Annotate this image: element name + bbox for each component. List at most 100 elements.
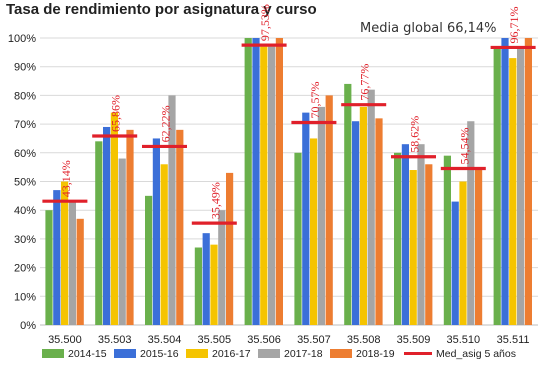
legend-swatch: [258, 349, 280, 358]
category-label: 35.507: [297, 334, 331, 346]
y-tick-label: 20%: [14, 263, 36, 275]
bar-2015-16-35.509: [401, 144, 409, 325]
bar-2015-16-35.510: [451, 201, 459, 325]
bar-2016-17-35.505: [210, 244, 218, 325]
bar-2015-16-35.508: [352, 121, 360, 325]
y-tick-label: 30%: [14, 234, 36, 246]
average-data-label: 97,53%: [258, 4, 272, 41]
average-data-label: 62,22%: [159, 105, 173, 142]
bar-2015-16-35.507: [302, 112, 310, 326]
bar-2016-17-35.508: [359, 106, 367, 325]
bar-2016-17-35.510: [459, 181, 467, 325]
average-data-label: 43,14%: [59, 160, 73, 197]
bar-2016-17-35.500: [61, 181, 69, 325]
bar-2018-19-35.508: [375, 118, 383, 325]
bar-2017-18-35.505: [218, 210, 226, 325]
bar-2014-15-35.511: [493, 46, 501, 326]
average-lines: [42, 43, 536, 225]
y-tick-label: 70%: [14, 119, 36, 131]
bar-2017-18-35.511: [517, 46, 525, 326]
bar-2015-16-35.504: [152, 138, 160, 325]
bar-2016-17-35.507: [310, 138, 318, 325]
y-tick-label: 50%: [14, 177, 36, 189]
bar-2014-15-35.503: [95, 141, 103, 325]
bar-2014-15-35.510: [443, 155, 451, 325]
bar-2017-18-35.509: [417, 144, 425, 325]
legend: 2014-15 2015-16 2016-17 2017-18 2018-19 Med_a…: [42, 348, 516, 360]
legend-entry-average: Med_asig 5 años: [436, 348, 516, 360]
average-data-label: 65,86%: [109, 95, 123, 132]
bars: [45, 38, 532, 326]
average-labels: 43,14% 65,86% 62,22% 35,49% 97,53% 70,57% 76,7…: [59, 4, 521, 219]
average-data-label: 96,71%: [507, 6, 521, 43]
category-label: 35.503: [98, 334, 132, 346]
y-tick-label: 100%: [8, 33, 36, 45]
y-tick-label: 0%: [20, 320, 36, 332]
bar-2014-15-35.509: [394, 152, 402, 325]
legend-entry: 2015-16: [140, 348, 179, 360]
bar-2014-15-35.500: [45, 210, 53, 325]
bar-2017-18-35.510: [467, 121, 475, 325]
bar-2017-18-35.503: [118, 158, 126, 325]
y-tick-label: 10%: [14, 291, 36, 303]
bar-2015-16-35.505: [202, 233, 210, 325]
bar-2014-15-35.504: [145, 195, 153, 325]
y-tick-label: 80%: [14, 90, 36, 102]
bar-2014-15-35.507: [294, 152, 302, 325]
bar-2017-18-35.506: [268, 46, 276, 326]
bar-2015-16-35.511: [501, 38, 509, 325]
legend-entry: 2018-19: [356, 348, 395, 360]
y-tick-label: 60%: [14, 148, 36, 160]
legend-swatch: [42, 349, 64, 358]
bar-2015-16-35.500: [53, 190, 61, 325]
bar-2018-19-35.500: [76, 218, 84, 325]
legend-swatch: [330, 349, 352, 358]
category-label: 35.511: [497, 334, 530, 346]
bar-2017-18-35.507: [317, 106, 325, 325]
bar-2016-17-35.504: [160, 164, 168, 325]
average-data-label: 76,77%: [358, 64, 372, 101]
bar-2017-18-35.500: [68, 201, 76, 325]
bar-2014-15-35.506: [244, 38, 252, 325]
bar-2015-16-35.503: [103, 126, 111, 325]
bar-2016-17-35.509: [409, 170, 417, 325]
legend-entry: 2017-18: [284, 348, 323, 360]
bar-2016-17-35.503: [110, 112, 118, 326]
category-label: 35.509: [397, 334, 431, 346]
category-label: 35.510: [446, 334, 480, 346]
bar-2015-16-35.506: [252, 38, 260, 325]
category-label: 35.505: [197, 334, 231, 346]
bar-2018-19-35.504: [176, 129, 184, 325]
category-label: 35.500: [48, 334, 82, 346]
bar-2016-17-35.511: [509, 58, 517, 326]
legend-entry: 2014-15: [68, 348, 107, 360]
category-label: 35.508: [347, 334, 381, 346]
bar-2018-19-35.505: [226, 172, 234, 325]
average-data-label: 70,57%: [308, 81, 322, 118]
bar-2018-19-35.509: [425, 164, 433, 325]
category-label: 35.504: [148, 334, 182, 346]
y-axis-ticks: 0% 10% 20% 30% 40% 50% 60% 70% 80% 90% 100%: [8, 33, 36, 332]
bar-2018-19-35.511: [524, 38, 532, 325]
bar-2018-19-35.510: [475, 170, 483, 325]
bar-2014-15-35.508: [344, 83, 352, 325]
y-tick-label: 90%: [14, 62, 36, 74]
y-tick-label: 40%: [14, 205, 36, 217]
bar-2016-17-35.506: [260, 46, 268, 326]
chart-title: Tasa de rendimiento por asignatura y cur…: [6, 1, 317, 18]
bar-2014-15-35.505: [194, 247, 202, 325]
average-data-label: 35,49%: [208, 182, 222, 219]
bar-2018-19-35.507: [325, 95, 333, 326]
average-data-label: 54,54%: [457, 127, 471, 164]
legend-swatch: [186, 349, 208, 358]
legend-entry: 2016-17: [212, 348, 251, 360]
global-average-annotation: Media global 66,14%: [360, 21, 497, 36]
bar-2017-18-35.508: [367, 89, 375, 325]
bar-2018-19-35.506: [275, 38, 283, 325]
bar-2018-19-35.503: [126, 129, 134, 325]
legend-swatch: [114, 349, 136, 358]
x-axis-categories: 35.500 35.503 35.504 35.505 35.506 35.507 35.5…: [48, 334, 529, 346]
category-label: 35.506: [247, 334, 281, 346]
